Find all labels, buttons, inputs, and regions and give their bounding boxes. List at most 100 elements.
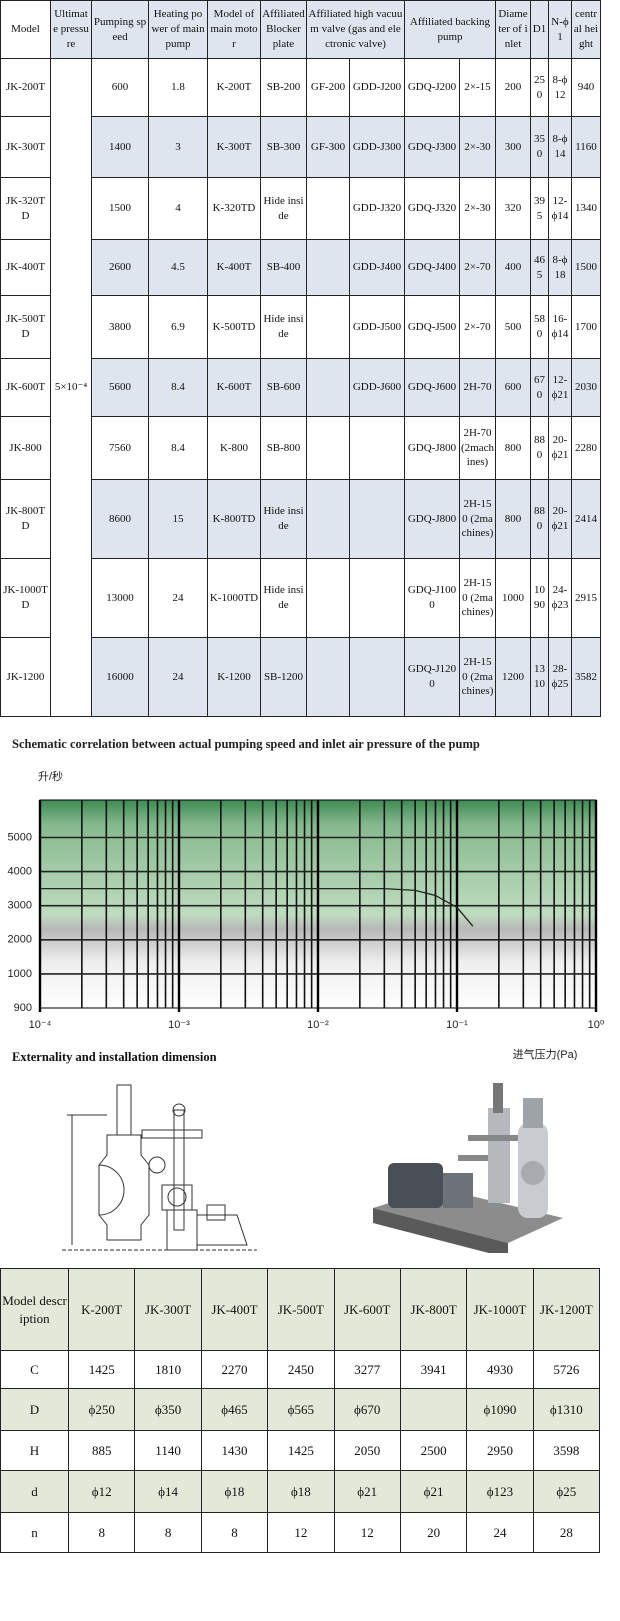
schematic-drawing (62, 1084, 257, 1251)
series-line (40, 888, 474, 927)
header-cell: Ultimate pressure (50, 0, 92, 59)
data-cell: ϕ250 (67, 1388, 136, 1431)
data-cell: 465 (530, 239, 549, 296)
data-cell: Hide inside (260, 479, 307, 559)
data-cell: 2270 (200, 1350, 269, 1389)
data-cell (306, 416, 350, 480)
data-cell: GDQ-J500 (404, 295, 460, 359)
data-cell: 20 (399, 1512, 468, 1553)
data-cell: 600 (495, 358, 531, 417)
data-cell: 3582 (571, 637, 601, 717)
data-cell: ϕ1310 (532, 1388, 601, 1431)
header-cell: N-ϕ1 (548, 0, 572, 59)
data-cell: 8 (200, 1512, 269, 1553)
data-cell: SB-300 (260, 116, 307, 178)
data-cell: 2450 (267, 1350, 335, 1389)
data-cell: Hide inside (260, 295, 307, 359)
data-cell: 5726 (532, 1350, 601, 1389)
data-cell: ϕ565 (267, 1388, 335, 1431)
data-cell: 2950 (466, 1430, 534, 1471)
dimension-table: Model description K-200T JK-300T JK-400T JK-… (0, 1268, 601, 1553)
data-cell: 4.5 (148, 239, 208, 296)
header-cell: JK-500T (267, 1268, 335, 1351)
data-cell: 1090 (530, 558, 549, 638)
data-cell (306, 295, 350, 359)
data-cell: 580 (530, 295, 549, 359)
header-cell: Affiliated high vacuum valve (gas and el… (306, 0, 405, 59)
dimension-label: C (0, 1350, 69, 1389)
y-tick-label: 3000 (8, 900, 32, 912)
data-cell: 2×-70 (459, 239, 496, 296)
data-cell: 2H-150 (2machines) (459, 558, 496, 638)
data-cell (399, 1388, 468, 1431)
data-cell: 2915 (571, 558, 601, 638)
data-cell: ϕ465 (200, 1388, 269, 1431)
data-cell: 400 (495, 239, 531, 296)
data-cell (349, 558, 405, 638)
data-cell: 12-ϕ21 (548, 358, 572, 417)
data-cell: K-500TD (207, 295, 261, 359)
data-cell: 24 (148, 637, 208, 717)
data-cell: 24-ϕ23 (548, 558, 572, 638)
data-cell: 24 (466, 1512, 534, 1553)
data-cell: 880 (530, 416, 549, 480)
data-cell: K-300T (207, 116, 261, 178)
header-cell: JK-600T (333, 1268, 401, 1351)
data-cell: 13000 (91, 558, 149, 638)
model-cell: JK-500TD (0, 295, 51, 359)
data-cell: 3941 (399, 1350, 468, 1389)
data-cell: 3800 (91, 295, 149, 359)
data-cell: 3598 (532, 1430, 601, 1471)
data-cell: GDQ-J400 (404, 239, 460, 296)
data-cell: K-800 (207, 416, 261, 480)
data-cell: 8.4 (148, 416, 208, 480)
table-row: JK-600T 5600 8.4 K-600T SB-600 GDD-J600 GDQ-J6… (0, 358, 601, 417)
x-tick-label: 10⁻¹ (446, 1019, 468, 1031)
header-cell: JK-1000T (466, 1268, 534, 1351)
data-cell: SB-600 (260, 358, 307, 417)
y-tick-label: 1000 (8, 968, 32, 980)
data-cell: 885 (67, 1430, 136, 1471)
y-tick-label: 4000 (8, 866, 32, 878)
data-cell: 800 (495, 416, 531, 480)
data-cell: 395 (530, 177, 549, 240)
header-cell: D1 (530, 0, 549, 59)
header-cell: central height (571, 0, 601, 59)
data-cell: K-1000TD (207, 558, 261, 638)
data-cell: 6.9 (148, 295, 208, 359)
data-cell: 2600 (91, 239, 149, 296)
data-cell: 16000 (91, 637, 149, 717)
data-cell: K-800TD (207, 479, 261, 559)
data-cell: 500 (495, 295, 531, 359)
data-cell: K-1200 (207, 637, 261, 717)
data-cell: 1810 (134, 1350, 202, 1389)
data-cell: ϕ18 (200, 1470, 269, 1513)
y-tick-label: 2000 (8, 934, 32, 946)
data-cell: GDQ-J600 (404, 358, 460, 417)
data-cell (306, 239, 350, 296)
header-cell: Diameter of inlet (495, 0, 531, 59)
model-cell: JK-800TD (0, 479, 51, 559)
data-cell: 15 (148, 479, 208, 559)
data-cell: 2×-30 (459, 177, 496, 240)
data-cell: 8-ϕ12 (548, 58, 572, 117)
x-tick-label: 10⁻² (307, 1019, 329, 1031)
header-cell: Pumping speed (91, 0, 149, 59)
data-cell: ϕ123 (466, 1470, 534, 1513)
pump-photo (373, 1083, 563, 1253)
header-cell: JK-400T (200, 1268, 269, 1351)
header-cell: Model (0, 0, 51, 59)
dimension-label: D (0, 1388, 69, 1431)
data-cell (306, 558, 350, 638)
data-cell: 2050 (333, 1430, 401, 1471)
data-cell: GDQ-J200 (404, 58, 460, 117)
data-cell: 2×-30 (459, 116, 496, 178)
y-tick-label: 5000 (8, 831, 32, 843)
table-row: JK-300T 1400 3 K-300T SB-300 GF-300 GDD-J300 GD… (0, 116, 601, 178)
data-cell: 24 (148, 558, 208, 638)
data-cell: 300 (495, 116, 531, 178)
data-cell: 2×-15 (459, 58, 496, 117)
data-cell: 4 (148, 177, 208, 240)
data-cell: GDQ-J320 (404, 177, 460, 240)
data-cell: 250 (530, 58, 549, 117)
